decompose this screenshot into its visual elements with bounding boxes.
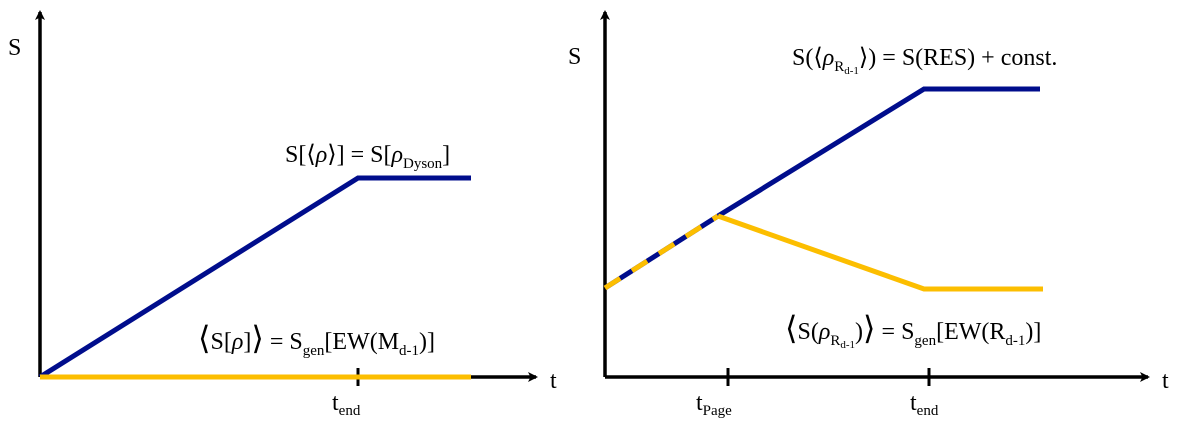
left-x-axis-label: t	[550, 368, 557, 394]
right-gold-curve	[717, 213, 1043, 292]
right-panel: S t tPage tend S(⟨ρRd-1⟩) = S(RES) + con…	[568, 10, 1169, 419]
left-gold-curve-label: ⟨S[ρ]⟩ = Sgen[EW(Md-1)]	[198, 320, 435, 359]
right-y-axis-label: S	[568, 44, 581, 70]
left-panel: S t tend S[⟨ρ⟩] = S[ρDyson] ⟨S[ρ]⟩ = Sge…	[8, 10, 557, 419]
right-x-axis-label: t	[1162, 368, 1169, 394]
right-blue-curve	[716, 86, 1040, 219]
right-tick-label-t-page: tPage	[696, 390, 732, 419]
left-y-axis-label: S	[8, 35, 21, 61]
left-blue-curve	[38, 175, 471, 380]
right-blue-curve-label: S(⟨ρRd-1⟩) = S(RES) + const.	[792, 45, 1057, 77]
right-shared-segment-gold-dash	[603, 213, 720, 291]
right-tick-label-t-end: tend	[910, 390, 939, 419]
left-tick-label-t-end: tend	[332, 390, 361, 419]
right-gold-curve-label: ⟨S(ρRd-1)⟩ = Sgen[EW(Rd-1)]	[785, 310, 1041, 351]
left-blue-curve-label: S[⟨ρ⟩] = S[ρDyson]	[285, 142, 450, 172]
